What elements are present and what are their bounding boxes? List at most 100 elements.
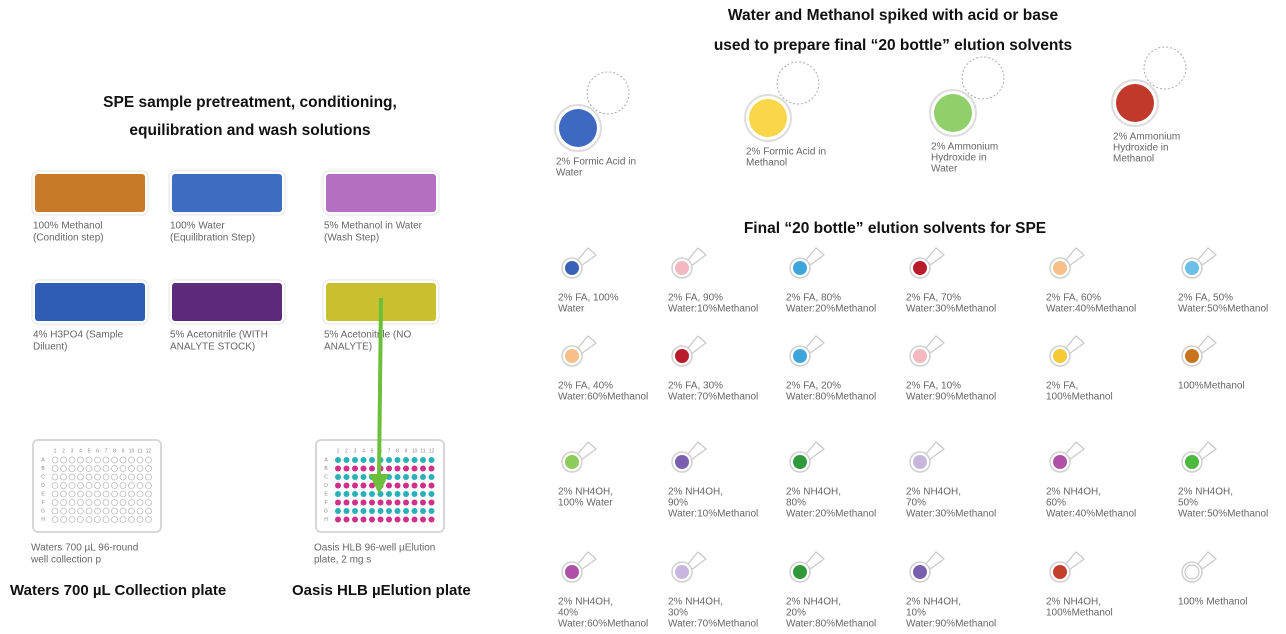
well xyxy=(394,482,401,489)
stock-bottle xyxy=(934,94,972,132)
bottle-label: 40% xyxy=(558,608,578,619)
bottle xyxy=(793,565,807,579)
well xyxy=(420,482,426,489)
plate-column-label: 2 xyxy=(62,448,65,454)
bottle-label: Water:20%Methanol xyxy=(786,509,876,520)
well xyxy=(369,465,375,472)
well xyxy=(94,456,101,464)
well xyxy=(128,490,135,498)
well xyxy=(119,516,127,523)
stock-label: Methanol xyxy=(1113,154,1154,165)
bottle-funnel xyxy=(686,441,707,461)
well xyxy=(60,507,67,515)
well xyxy=(386,457,392,463)
plate-column-label: 10 xyxy=(129,448,135,454)
well xyxy=(85,516,93,523)
well xyxy=(77,507,84,515)
bottle xyxy=(565,261,579,275)
bottle-label: Water:50%Methanol xyxy=(1178,509,1268,520)
well xyxy=(60,465,67,472)
well xyxy=(94,482,101,489)
well xyxy=(145,456,152,464)
well xyxy=(386,491,392,497)
well xyxy=(51,499,59,506)
well xyxy=(60,499,67,506)
stock-label: Water xyxy=(556,168,583,179)
bottle-funnel xyxy=(1196,335,1217,355)
bottle xyxy=(675,349,689,363)
bottle xyxy=(913,349,927,363)
well xyxy=(394,474,401,480)
well xyxy=(94,516,101,523)
bottle-label: 2% NH4OH, xyxy=(906,597,961,608)
plate-caption: plate, 2 mg s xyxy=(314,555,371,566)
well xyxy=(85,473,93,481)
well xyxy=(111,482,118,489)
bottle-funnel xyxy=(804,441,825,461)
plate-column-label: 5 xyxy=(371,448,374,454)
transfer-arrow xyxy=(377,297,383,479)
well xyxy=(403,457,409,463)
tile-label: ANALYTE) xyxy=(324,342,372,353)
stock-label: 2% Formic Acid in xyxy=(746,147,826,158)
well xyxy=(343,474,350,480)
plate-label: Waters 700 µL Collection plate xyxy=(10,582,226,599)
plate-column-label: 6 xyxy=(96,448,99,454)
well xyxy=(403,474,409,480)
well xyxy=(411,482,418,489)
plate-column-label: 11 xyxy=(420,448,425,454)
well xyxy=(128,507,135,515)
section-title: Final “20 bottle” elution solvents for S… xyxy=(744,220,1046,237)
well xyxy=(77,490,84,498)
well xyxy=(68,482,76,489)
bottle-label: 2% NH4OH, xyxy=(1046,487,1101,498)
well xyxy=(411,499,418,506)
bottle-label: Water:40%Methanol xyxy=(1046,509,1136,520)
well xyxy=(145,465,152,472)
stock-label: 2% Formic Acid in xyxy=(556,157,636,168)
well xyxy=(136,473,144,481)
stock-label: Methanol xyxy=(746,158,787,169)
bottle-label: 2% NH4OH, xyxy=(558,597,613,608)
well xyxy=(394,491,401,497)
bottle-label: 100%Methanol xyxy=(1046,608,1113,619)
well xyxy=(111,516,118,523)
well xyxy=(51,490,59,498)
well xyxy=(394,508,401,514)
plate-row-label: D xyxy=(324,483,328,489)
bottle-label: 100%Methanol xyxy=(1178,381,1245,392)
well xyxy=(360,474,367,480)
reagent-tile xyxy=(326,174,436,212)
bottle-label: 2% NH4OH, xyxy=(786,597,841,608)
well xyxy=(403,482,409,489)
bottle-funnel xyxy=(576,335,597,355)
well xyxy=(77,473,84,481)
well xyxy=(403,516,409,523)
well xyxy=(360,499,367,506)
bottle-funnel xyxy=(924,441,945,461)
well xyxy=(102,499,110,506)
plate-column-label: 7 xyxy=(388,448,391,454)
well xyxy=(352,491,358,497)
bottle-label: 2% NH4OH, xyxy=(558,487,613,498)
well xyxy=(335,482,341,489)
well xyxy=(428,491,435,497)
well xyxy=(77,465,84,472)
bottle-label: 2% NH4OH, xyxy=(1178,487,1233,498)
empty-bottle xyxy=(961,56,1005,100)
well xyxy=(60,473,67,481)
well xyxy=(77,516,84,523)
well xyxy=(411,457,418,463)
bottle-funnel xyxy=(1196,441,1217,461)
well xyxy=(335,465,341,472)
well xyxy=(360,516,367,523)
well xyxy=(420,508,426,514)
well xyxy=(102,473,110,481)
bottle-funnel xyxy=(686,551,707,571)
well xyxy=(68,473,76,481)
well xyxy=(360,491,367,497)
well xyxy=(369,516,375,523)
well xyxy=(136,465,144,472)
section-title: Water and Methanol spiked with acid or b… xyxy=(728,7,1059,24)
well xyxy=(352,474,358,480)
